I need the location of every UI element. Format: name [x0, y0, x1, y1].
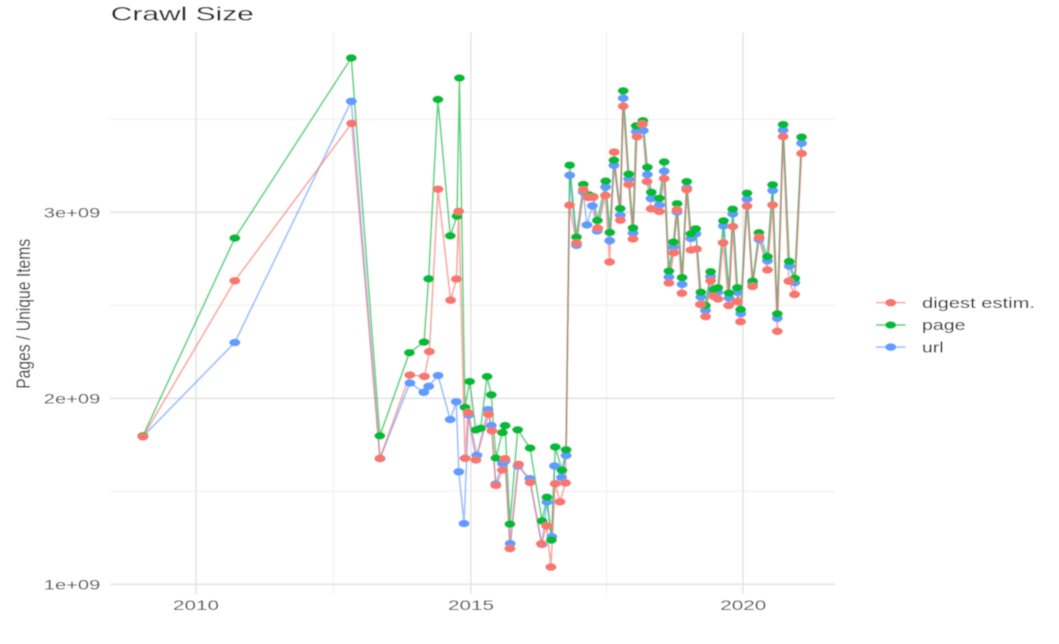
- svg-text:3e+09: 3e+09: [44, 204, 101, 220]
- svg-text:2010: 2010: [173, 597, 219, 613]
- svg-text:digest estim.: digest estim.: [922, 296, 1035, 312]
- svg-text:Pages / Unique Items: Pages / Unique Items: [14, 239, 35, 389]
- svg-text:2e+09: 2e+09: [44, 390, 101, 406]
- svg-text:2020: 2020: [720, 597, 766, 613]
- svg-text:Crawl Size: Crawl Size: [111, 4, 254, 26]
- svg-text:1e+09: 1e+09: [44, 576, 101, 592]
- svg-text:2015: 2015: [448, 597, 494, 613]
- svg-text:url: url: [922, 340, 944, 356]
- svg-text:page: page: [922, 318, 966, 334]
